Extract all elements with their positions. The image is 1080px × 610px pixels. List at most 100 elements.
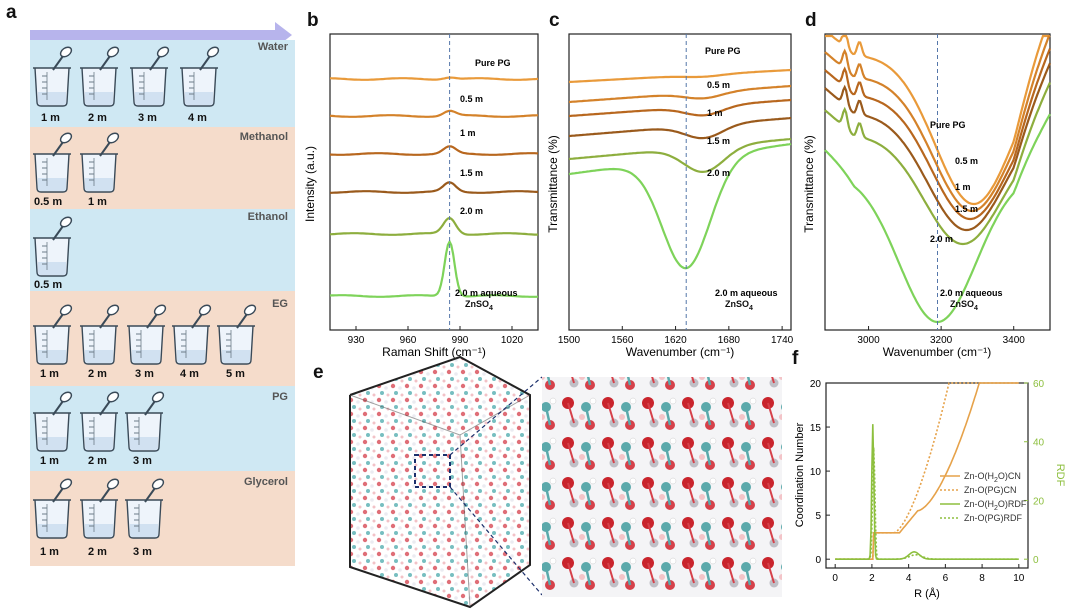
series-label: 2.0 m aqueous [715, 288, 778, 298]
series-label: 2.0 m [930, 234, 953, 244]
panel-label-a: a [6, 2, 17, 23]
x-tick-label: 930 [348, 335, 365, 346]
series-label: 1 m [955, 182, 971, 192]
series-label: Pure PG [705, 46, 741, 56]
series-label: 1.5 m [955, 204, 978, 214]
group-title-ethanol: Ethanol [247, 211, 288, 223]
series-line-0 [568, 68, 792, 84]
series-label: ZnSO4 [465, 299, 493, 312]
x-tick-label: 0 [832, 573, 838, 584]
x-tick-label: 1680 [718, 335, 741, 346]
x-tick-label: 8 [979, 573, 985, 584]
conc-label: 1 m [40, 368, 59, 380]
legend-label: Zn-O(H2O)CN [964, 471, 1021, 484]
legend-label: Zn-O(H2O)RDF [964, 499, 1027, 512]
panel-a-figure [30, 22, 295, 566]
conc-label: 2 m [88, 455, 107, 467]
conc-label: 1 m [40, 455, 59, 467]
chart-c-xlabel: Wavenumber (cm⁻¹) [626, 345, 735, 359]
x-tick-label: 1740 [771, 335, 794, 346]
y2-tick-label: 40 [1033, 438, 1045, 449]
series-line-5 [568, 142, 792, 270]
chart-b-raman: Intensity (a.u.) Raman Shift (cm⁻¹) 930 9… [303, 33, 539, 359]
group-title-pg: PG [272, 391, 288, 403]
series-label: ZnSO4 [725, 299, 753, 312]
chart-d-ylabel: Transmittance (%) [802, 135, 816, 233]
conc-label: 5 m [226, 368, 245, 380]
y2-tick-label: 0 [1033, 555, 1039, 566]
chart-b-ylabel: Intensity (a.u.) [303, 146, 317, 222]
series-label: Pure PG [475, 58, 511, 68]
chart-b-xlabel: Raman Shift (cm⁻¹) [382, 345, 486, 359]
series-line-1 [824, 35, 1051, 213]
series-line-2 [568, 98, 792, 118]
conc-label: 0.5 m [34, 279, 63, 291]
chart-f-frame [825, 382, 1029, 569]
conc-label: 2 m [88, 546, 107, 558]
series-label: 1.5 m [460, 168, 483, 178]
y-tick-label: 5 [815, 511, 821, 522]
group-title-glycerol: Glycerol [243, 476, 288, 488]
x-tick-label: 3000 [857, 335, 880, 346]
x-tick-label: 1620 [664, 335, 687, 346]
series-line-2 [330, 145, 539, 156]
y2-tick-label: 20 [1033, 496, 1045, 507]
legend-label: Zn-O(PG)CN [964, 485, 1017, 495]
band-methanol [30, 127, 295, 209]
series-line-3 [824, 62, 1052, 232]
conc-label: 1 m [41, 112, 60, 124]
x-tick-label: 4 [906, 573, 912, 584]
series-line-4 [568, 137, 792, 174]
x-tick-label: 1020 [501, 335, 524, 346]
progress-arrow-shaft [30, 30, 275, 40]
simulation-box [350, 357, 530, 607]
chart-f-rdf: Coordination Number RDF R (Å) 0 2 4 6 8 10 0 5 1… [794, 379, 1065, 600]
series-label: 2.0 m aqueous [455, 288, 518, 298]
group-title-eg: EG [272, 298, 288, 310]
x-tick-label: 10 [1013, 573, 1025, 584]
simulation-box-edges [349, 355, 531, 609]
y-tick-label: 10 [810, 467, 822, 478]
zoom-region [414, 454, 451, 488]
series-label: 1 m [707, 108, 723, 118]
chart-d-xlabel: Wavenumber (cm⁻¹) [883, 345, 992, 359]
series-label: 2.0 m [460, 206, 483, 216]
conc-label: 2 m [88, 368, 107, 380]
band-ethanol [30, 209, 295, 291]
conc-label: 4 m [188, 112, 207, 124]
series-label: 0.5 m [460, 94, 483, 104]
band-pg [30, 386, 295, 471]
chart-c-ylabel: Transmittance (%) [546, 135, 560, 233]
conc-label: 0.5 m [34, 196, 63, 208]
series-label: 0.5 m [955, 156, 978, 166]
chart-f-xlabel: R (Å) [914, 587, 940, 600]
conc-label: 1 m [40, 546, 59, 558]
group-title-water: Water [257, 41, 288, 53]
series-line-1 [329, 109, 538, 118]
series-line-1 [568, 84, 792, 104]
chart-c-frame [568, 33, 792, 331]
chart-b-frame [329, 33, 539, 331]
zoomed-solvation-view [542, 377, 782, 597]
x-tick-label: 2 [869, 573, 875, 584]
chart-c-ftir: Transmittance (%) Wavenumber (cm⁻¹) 1500… [546, 33, 794, 359]
panel-label-c: c [549, 10, 560, 31]
y-tick-label: 20 [810, 379, 822, 390]
conc-label: 3 m [133, 546, 152, 558]
series-line-3 [568, 116, 792, 140]
conc-label: 4 m [180, 368, 199, 380]
group-title-methanol: Methanol [239, 131, 288, 143]
conc-label: 3 m [138, 112, 157, 124]
series-label: ZnSO4 [950, 299, 978, 312]
panel-label-e: e [313, 362, 324, 383]
y2-tick-label: 60 [1033, 379, 1045, 390]
chart-f-ylabel: Coordination Number [794, 422, 806, 527]
series-label: 1.5 m [707, 136, 730, 146]
series-label: 0.5 m [707, 80, 730, 90]
series-line-3 [835, 447, 1019, 560]
series-line-1 [835, 382, 1019, 560]
conc-label: 2 m [88, 112, 107, 124]
series-line-3 [330, 181, 539, 194]
panel-label-d: d [805, 10, 817, 31]
series-label: Pure PG [930, 120, 966, 130]
